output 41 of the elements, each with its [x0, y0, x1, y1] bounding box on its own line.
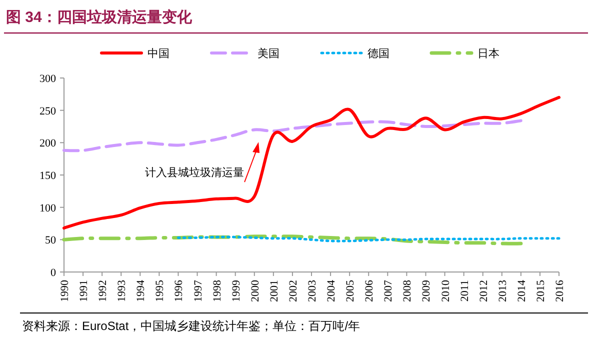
y-tick-label: 150 [40, 170, 56, 182]
x-tick-label: 1996 [173, 280, 186, 302]
y-tick-label: 100 [40, 202, 56, 214]
x-tick-label: 2002 [287, 280, 300, 302]
x-tick-label: 2016 [554, 280, 566, 302]
x-tick-label: 2011 [458, 280, 471, 302]
annotation: 计入县城垃圾清运量 [145, 166, 244, 180]
y-tick-label: 300 [40, 73, 56, 85]
x-tick-label: 2004 [326, 280, 338, 302]
x-tick-label: 1995 [154, 280, 166, 302]
x-tick-label: 2003 [306, 280, 318, 302]
x-tick-label: 1994 [135, 280, 148, 302]
text: 资料来源：EuroStat，中国城乡建设统计年鉴；单位：百万吨/年 [22, 319, 360, 333]
y-tick-label: 50 [45, 234, 56, 247]
legend-label: 美国 [258, 47, 280, 60]
y-tick-label: 200 [40, 138, 56, 150]
chart-title: 图 34：四国垃圾清运量变化 [6, 8, 193, 26]
x-tick-label: 1991 [78, 280, 90, 302]
x-tick-label: 2006 [364, 280, 376, 302]
x-tick-label: 2012 [478, 280, 490, 302]
legend-label: 德国 [368, 48, 390, 60]
x-tick-label: 2013 [496, 280, 509, 302]
legend-label: 中国 [148, 47, 170, 60]
x-tick-label: 2009 [420, 280, 433, 302]
x-tick-label: 1999 [230, 280, 242, 302]
x-tick-label: 2007 [382, 280, 395, 302]
x-tick-label: 2005 [344, 280, 357, 302]
x-tick-label: 2000 [249, 280, 262, 302]
x-tick-label: 1992 [97, 280, 110, 302]
x-tick-label: 2014 [516, 280, 528, 302]
x-tick-label: 2001 [268, 280, 280, 302]
x-tick-label: 2010 [440, 280, 452, 302]
x-tick-label: 1998 [211, 280, 224, 302]
legend-label: 日本 [478, 47, 500, 60]
y-tick-label: 250 [40, 105, 56, 118]
x-tick-label: 1997 [192, 280, 204, 302]
x-tick-label: 1993 [116, 280, 128, 302]
x-tick-label: 2015 [534, 280, 547, 302]
x-tick-label: 1990 [59, 280, 71, 302]
y-tick-label: 0 [50, 267, 56, 279]
x-tick-label: 2008 [402, 280, 414, 302]
